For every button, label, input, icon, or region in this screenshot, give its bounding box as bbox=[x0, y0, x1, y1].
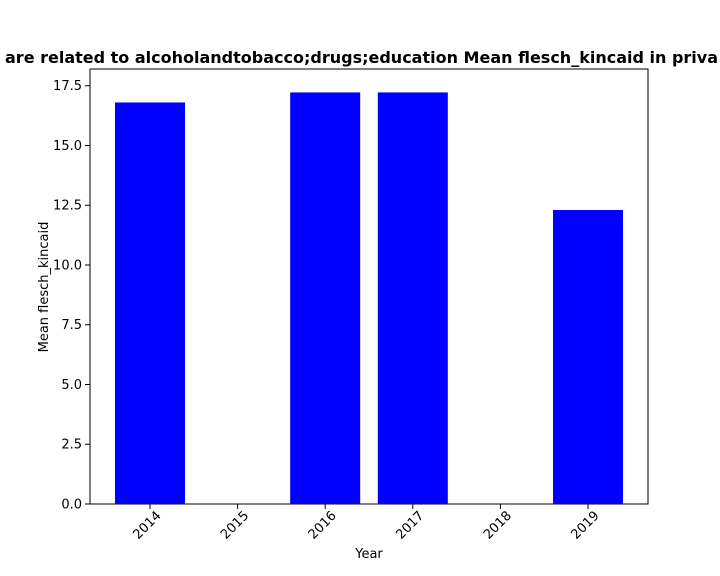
bar-2014 bbox=[115, 102, 185, 504]
plot-area bbox=[89, 68, 649, 505]
y-axis-ticks: 0.0 2.5 5.0 7.5 10.0 12.5 15.0 17.5 bbox=[53, 79, 90, 513]
bar-2016 bbox=[290, 92, 361, 504]
bars-group bbox=[115, 92, 623, 504]
y-tick-label: 10.0 bbox=[53, 258, 82, 273]
y-axis-label: Mean flesch_kincaid bbox=[37, 222, 52, 353]
y-tick-label: 12.5 bbox=[53, 199, 82, 214]
x-axis-label: Year bbox=[354, 547, 383, 562]
x-tick-label: 2014 bbox=[131, 509, 165, 543]
y-tick-label: 15.0 bbox=[53, 139, 82, 154]
chart-title: are related to alcoholandtobacco;drugs;e… bbox=[5, 48, 718, 67]
x-tick-label: 2016 bbox=[306, 509, 340, 543]
x-tick-label: 2017 bbox=[393, 509, 427, 543]
bar-2017 bbox=[377, 92, 448, 504]
y-tick-label: 0.0 bbox=[61, 498, 82, 513]
bar-2019 bbox=[553, 210, 623, 504]
y-tick-label: 17.5 bbox=[53, 79, 82, 94]
x-tick-label: 2018 bbox=[481, 509, 515, 543]
y-tick-label: 7.5 bbox=[61, 318, 82, 333]
x-tick-label: 2015 bbox=[218, 509, 252, 543]
x-axis-ticks: 2014 2015 2016 2017 2018 2019 bbox=[131, 504, 603, 543]
x-tick-label: 2019 bbox=[569, 509, 603, 543]
y-tick-label: 2.5 bbox=[61, 438, 82, 453]
y-tick-label: 5.0 bbox=[61, 378, 82, 393]
